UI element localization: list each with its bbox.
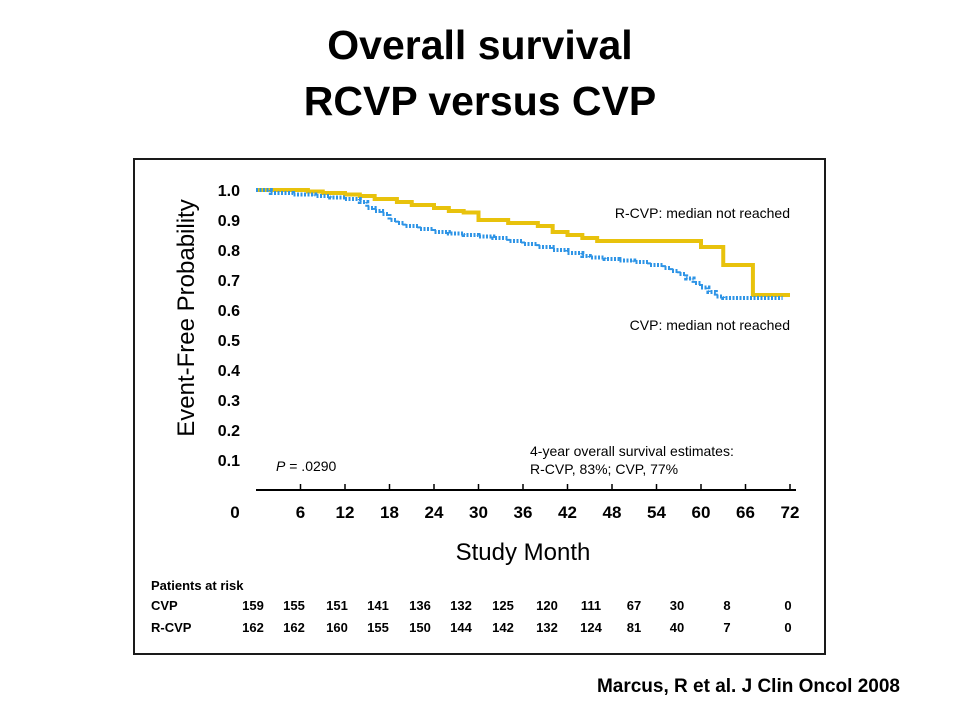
- citation: Marcus, R et al. J Clin Oncol 2008: [596, 676, 900, 697]
- risk-cell: 155: [283, 598, 305, 613]
- risk-cell: 30: [670, 598, 684, 613]
- y-tick-label: 0.3: [218, 393, 240, 410]
- risk-cell: 151: [326, 598, 348, 613]
- risk-cell: 142: [492, 620, 514, 635]
- y-tick-label: 0.2: [218, 423, 240, 440]
- risk-cell: 162: [242, 620, 264, 635]
- x-tick-label: 18: [380, 503, 399, 522]
- risk-cell: 132: [536, 620, 558, 635]
- x-tick-label: 30: [469, 503, 488, 522]
- y-tick-label: 1.0: [218, 183, 240, 200]
- x-tick-label: 12: [336, 503, 355, 522]
- risk-cell: 141: [367, 598, 389, 613]
- risk-cell: 125: [492, 598, 514, 613]
- risk-cell: 40: [670, 620, 684, 635]
- y-tick-label: 0.4: [218, 363, 240, 380]
- x-tick-label: 48: [603, 503, 622, 522]
- x-tick-label: 24: [425, 503, 444, 522]
- series-line-r-cvp: [256, 188, 790, 297]
- risk-cell: 155: [367, 620, 389, 635]
- risk-cell: 0: [784, 598, 791, 613]
- risk-row-label: R-CVP: [151, 620, 192, 635]
- y-tick-label: 0.8: [218, 243, 240, 260]
- risk-cell: 8: [723, 598, 730, 613]
- y-tick-label: 0.9: [218, 213, 240, 230]
- risk-cell: 162: [283, 620, 305, 635]
- risk-cell: 120: [536, 598, 558, 613]
- x-tick-label: 54: [647, 503, 666, 522]
- y-tick-label: 0.1: [218, 453, 240, 470]
- cvp-median-annotation: CVP: median not reached: [630, 317, 790, 333]
- rcvp-median-annotation: R-CVP: median not reached: [615, 205, 790, 221]
- y-tick-label: 0.7: [218, 273, 240, 290]
- risk-cell: 132: [450, 598, 472, 613]
- estimates-line-2: R-CVP, 83%; CVP, 77%: [530, 461, 678, 477]
- x-tick-label: 36: [514, 503, 533, 522]
- risk-cell: 67: [627, 598, 641, 613]
- estimates-line-1: 4-year overall survival estimates:: [530, 443, 734, 459]
- risk-cell: 81: [627, 620, 641, 635]
- risk-cell: 136: [409, 598, 431, 613]
- slide-title-line-1: Overall survival: [327, 22, 633, 68]
- x-tick-label: 6: [296, 503, 305, 522]
- y-tick-label: 0.6: [218, 303, 240, 320]
- risk-cell: 160: [326, 620, 348, 635]
- risk-row-label: CVP: [151, 598, 178, 613]
- risk-cell: 7: [723, 620, 730, 635]
- x-axis-label: Study Month: [456, 539, 591, 566]
- x-tick-label: 42: [558, 503, 577, 522]
- y-axis-label: Event-Free Probability: [173, 199, 200, 436]
- risk-cell: 144: [450, 620, 472, 635]
- x-tick-label: 0: [230, 503, 239, 522]
- risk-cell: 111: [581, 598, 601, 613]
- risk-cell: 159: [242, 598, 264, 613]
- chart-frame: [133, 158, 826, 655]
- risk-cell: 0: [784, 620, 791, 635]
- x-tick-label: 66: [736, 503, 755, 522]
- risk-cell: 150: [409, 620, 431, 635]
- x-tick-label: 60: [692, 503, 711, 522]
- y-tick-label: 0.5: [218, 333, 240, 350]
- p-value-annotation: P = .0290: [276, 458, 337, 474]
- risk-cell: 124: [580, 620, 602, 635]
- risk-table-header: Patients at risk: [151, 578, 244, 593]
- slide-title-line-2: RCVP versus CVP: [303, 78, 657, 124]
- series-line-cvp: [256, 188, 783, 300]
- x-tick-label: 72: [781, 503, 800, 522]
